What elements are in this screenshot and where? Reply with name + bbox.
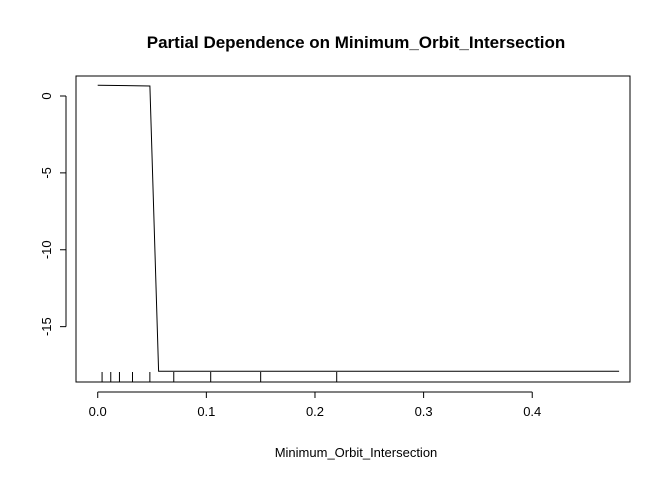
chart-title: Partial Dependence on Minimum_Orbit_Inte…: [147, 33, 565, 52]
x-axis: 0.0 0.1 0.2 0.3 0.4: [89, 391, 541, 419]
y-tick-label: 0: [39, 92, 54, 99]
y-tick-label: -10: [39, 240, 54, 259]
x-tick-label: 0.2: [306, 404, 324, 419]
plot-frame: [75, 75, 631, 383]
rug-marks: [101, 372, 338, 382]
x-tick-label: 0.1: [197, 404, 215, 419]
y-tick-label: -15: [39, 317, 54, 336]
y-axis: 0 -5 -10 -15: [39, 92, 67, 336]
partial-dependence-line: [97, 84, 620, 372]
x-tick-label: 0.4: [523, 404, 541, 419]
x-tick-label: 0.0: [89, 404, 107, 419]
x-axis-label: Minimum_Orbit_Intersection: [275, 445, 438, 460]
x-tick-label: 0.3: [415, 404, 433, 419]
y-tick-label: -5: [39, 167, 54, 179]
